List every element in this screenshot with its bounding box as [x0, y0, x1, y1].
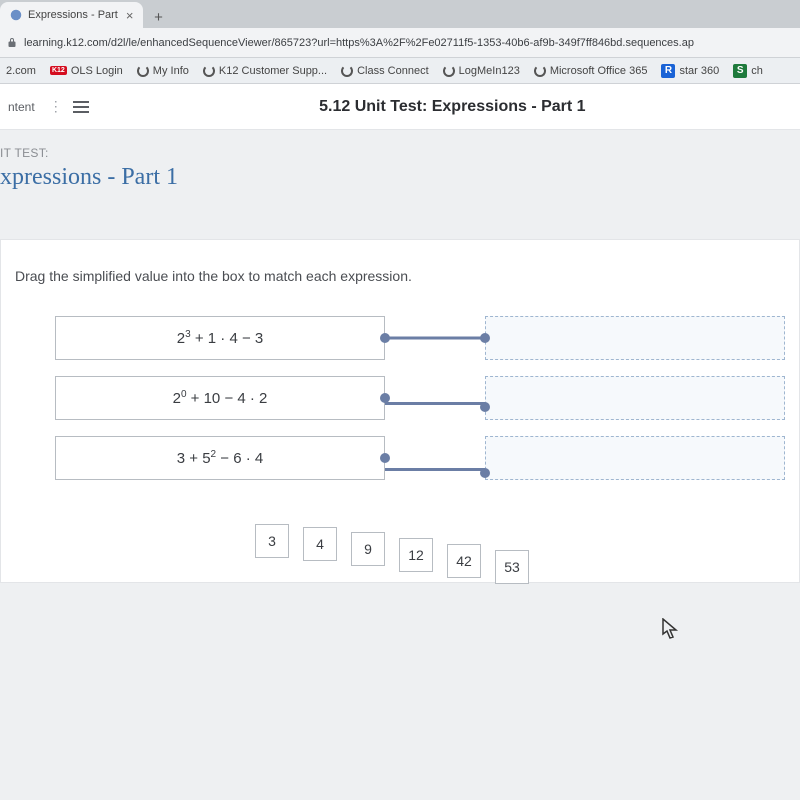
- r-icon: R: [661, 64, 675, 78]
- tab-favicon-icon: [10, 9, 22, 21]
- bookmark-k12-support[interactable]: K12 Customer Supp...: [203, 65, 327, 77]
- browser-tab[interactable]: Expressions - Part ×: [0, 2, 143, 28]
- match-row: 23 + 1 · 4 − 3: [55, 308, 785, 368]
- drop-target[interactable]: [485, 316, 785, 360]
- answer-choices: 3 4 9 12 42 53: [255, 524, 785, 558]
- connector-dot-icon: [480, 333, 490, 343]
- content-tab[interactable]: ntent: [8, 100, 35, 114]
- connector-dot-icon: [480, 468, 490, 478]
- bookmark-office365[interactable]: Microsoft Office 365: [534, 65, 648, 77]
- connector: [385, 436, 485, 480]
- answer-choice[interactable]: 53: [495, 550, 529, 584]
- answer-choice[interactable]: 42: [447, 544, 481, 578]
- bookmark-star360[interactable]: Rstar 360: [661, 64, 719, 78]
- question-card: Drag the simplified value into the box t…: [0, 239, 800, 583]
- connector-line: [385, 468, 485, 471]
- bookmark-logmein[interactable]: LogMeIn123: [443, 65, 520, 77]
- match-grid: 23 + 1 · 4 − 3 20 + 10 − 4 · 2: [55, 308, 785, 488]
- connector-line: [385, 337, 485, 340]
- page-body: IT TEST: xpressions - Part 1 Drag the si…: [0, 130, 800, 800]
- browser-chrome: Expressions - Part × + learning.k12.com/…: [0, 0, 800, 84]
- connector: [385, 376, 485, 420]
- connector-dot-icon: [380, 453, 390, 463]
- tab-strip: Expressions - Part × +: [0, 0, 800, 28]
- drop-target[interactable]: [485, 436, 785, 480]
- bookmark-ch[interactable]: Sch: [733, 64, 763, 78]
- spinner-icon: [203, 65, 215, 77]
- connector-dot-icon: [480, 402, 490, 412]
- url-text[interactable]: learning.k12.com/d2l/le/enhancedSequence…: [24, 37, 794, 49]
- answer-choice[interactable]: 12: [399, 538, 433, 572]
- more-icon[interactable]: ⋮: [49, 98, 63, 115]
- answer-choice[interactable]: 9: [351, 532, 385, 566]
- s-icon: S: [733, 64, 747, 78]
- spinner-icon: [137, 65, 149, 77]
- hamburger-icon[interactable]: [73, 101, 89, 113]
- close-icon[interactable]: ×: [126, 8, 134, 23]
- expression-box: 3 + 52 − 6 · 4: [55, 436, 385, 480]
- match-row: 3 + 52 − 6 · 4: [55, 428, 785, 488]
- address-bar: learning.k12.com/d2l/le/enhancedSequence…: [0, 28, 800, 58]
- bookmark-my-info[interactable]: My Info: [137, 65, 189, 77]
- lock-icon: [6, 37, 18, 49]
- lms-header: ntent ⋮ 5.12 Unit Test: Expressions - Pa…: [0, 84, 800, 130]
- instruction-text: Drag the simplified value into the box t…: [15, 268, 785, 284]
- bookmark-2com[interactable]: 2.com: [6, 65, 36, 77]
- k12-icon: K12: [50, 66, 67, 75]
- bookmarks-bar: 2.com K12OLS Login My Info K12 Customer …: [0, 58, 800, 84]
- spinner-icon: [341, 65, 353, 77]
- spinner-icon: [534, 65, 546, 77]
- expression-box: 20 + 10 − 4 · 2: [55, 376, 385, 420]
- cursor-icon: [662, 618, 680, 640]
- expression-box: 23 + 1 · 4 − 3: [55, 316, 385, 360]
- page-title: xpressions - Part 1: [0, 164, 800, 209]
- bookmark-ols-login[interactable]: K12OLS Login: [50, 65, 123, 77]
- new-tab-button[interactable]: +: [147, 6, 169, 28]
- drop-target[interactable]: [485, 376, 785, 420]
- spinner-icon: [443, 65, 455, 77]
- bookmark-class-connect[interactable]: Class Connect: [341, 65, 429, 77]
- tab-title: Expressions - Part: [28, 9, 118, 21]
- connector-line: [385, 402, 485, 405]
- answer-choice[interactable]: 3: [255, 524, 289, 558]
- lms-title: 5.12 Unit Test: Expressions - Part 1: [113, 98, 792, 116]
- match-row: 20 + 10 − 4 · 2: [55, 368, 785, 428]
- breadcrumb: IT TEST:: [0, 130, 800, 164]
- answer-choice[interactable]: 4: [303, 527, 337, 561]
- connector: [385, 316, 485, 360]
